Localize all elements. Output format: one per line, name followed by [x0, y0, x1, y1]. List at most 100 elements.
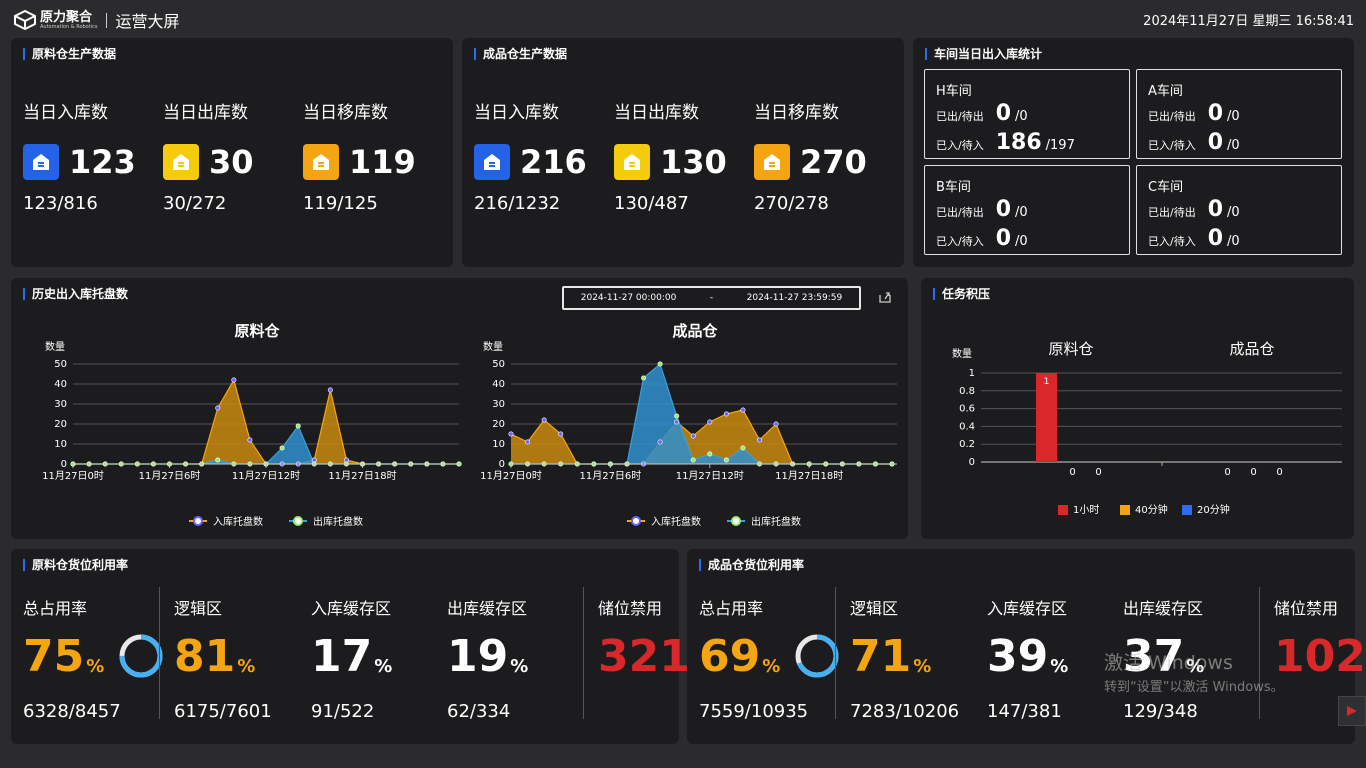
donut-ring-chart	[795, 634, 839, 678]
in-label: 已入/待入	[936, 235, 984, 248]
data-point	[215, 405, 221, 411]
data-point	[279, 445, 285, 451]
legend-label: 1小时	[1073, 504, 1099, 516]
y-axis-label: 数量	[45, 340, 65, 353]
util-ratio: 91/522	[311, 701, 375, 722]
stat-card: 当日入库数 216 216/1232	[474, 98, 614, 214]
x-tick-label: 11月27日18时	[775, 470, 843, 482]
backlog-chart: 数量 0 0.2 0.4 0.6 0.8 1 原料仓 1 0 0 成品仓 0 0 0 1小时 40分钟 20分钟	[952, 340, 1342, 516]
in-label: 已入/待入	[1148, 235, 1196, 248]
util-ratio: 7283/10206	[850, 701, 960, 722]
stat-value: 123	[69, 143, 136, 181]
export-icon[interactable]	[878, 290, 892, 304]
util-label: 入库缓存区	[987, 599, 1068, 618]
panel-title: 成品仓货位利用率	[699, 559, 804, 571]
stat-ratio: 216/1232	[474, 193, 561, 214]
stat-label: 当日入库数	[474, 103, 559, 123]
util-percent: 69	[699, 631, 761, 682]
data-point	[723, 457, 729, 463]
data-point	[247, 437, 253, 443]
util-ratio: 7559/10935	[699, 701, 809, 722]
util-label: 总占用率	[699, 599, 764, 618]
data-point	[558, 431, 564, 437]
percent-sign: %	[374, 656, 393, 677]
legend-marker	[293, 516, 303, 526]
legend-marker	[631, 516, 641, 526]
legend-label: 入库托盘数	[651, 515, 701, 528]
util-logic: 逻辑区 81% 6175/7601	[174, 595, 272, 722]
workshop-name: A车间	[1148, 84, 1183, 99]
stat-card: 当日入库数 123 123/816	[23, 98, 163, 214]
data-point	[756, 437, 762, 443]
y-tick-label: 0	[969, 457, 975, 468]
y-tick-label: 10	[492, 439, 505, 450]
util-percent: 81	[174, 631, 236, 682]
logo-subtitle: Automation & Robotics	[40, 23, 98, 30]
percent-sign: %	[510, 656, 529, 677]
legend-label: 出库托盘数	[751, 515, 801, 528]
donut-fill	[119, 634, 163, 678]
util-percent: 19	[447, 631, 509, 682]
legend-marker	[731, 516, 741, 526]
brand-logo: 原力聚合 Automation & Robotics 运营大屏	[14, 8, 179, 32]
date-end[interactable]: 2024-11-27 23:59:59	[746, 293, 843, 303]
stat-label: 当日移库数	[303, 103, 388, 123]
util-disabled: 储位禁用 321	[598, 595, 690, 679]
in-total: /197	[1045, 138, 1075, 153]
current-datetime: 2024年11月27日 星期三 16:58:41	[1143, 14, 1354, 29]
bar-value-label: 0	[1224, 467, 1230, 478]
util-out: 出库缓存区 37% 129/348	[1123, 595, 1204, 722]
flag-icon	[1347, 706, 1357, 716]
util-percent: 75	[23, 631, 85, 682]
util-ratio: 62/334	[447, 701, 511, 722]
top-header: 原力聚合 Automation & Robotics 运营大屏 2024年11月…	[0, 0, 1366, 38]
stat-value: 130	[660, 143, 727, 181]
stat-card: 当日出库数 30 30/272	[163, 98, 303, 214]
in-done: 0	[1207, 130, 1224, 155]
x-tick-label: 11月27日6时	[579, 470, 641, 482]
util-label: 储位禁用	[598, 599, 663, 618]
backlog-panel: 任务积压 数量 0 0.2 0.4 0.6 0.8 1 原料仓 1 0 0 成品仓 0 0 0 1小时 40分钟…	[921, 278, 1354, 539]
finished-production-panel: 成品仓生产数据 当日入库数 216 216/1232 当日出库数 130 130/487 当…	[462, 38, 904, 267]
logo-name: 原力聚合	[40, 9, 93, 25]
data-point	[641, 375, 647, 381]
util-label: 逻辑区	[850, 599, 899, 618]
finished-utilization-panel: 成品仓货位利用率 总占用率 69% 7559/10935 逻辑区 71% 7283/102…	[687, 549, 1366, 744]
data-point	[541, 417, 547, 423]
raw-production-panel: 原料仓生产数据 当日入库数 123 123/816 当日出库数 30 30/272 当日移库…	[11, 38, 453, 267]
disabled-count: 102	[1274, 631, 1366, 682]
stat-value: 270	[800, 143, 867, 181]
workshop-name: C车间	[1148, 180, 1184, 195]
data-point	[707, 451, 713, 457]
category-label: 原料仓	[1048, 340, 1093, 358]
util-in: 入库缓存区 39% 147/381	[987, 595, 1068, 722]
data-point	[723, 411, 729, 417]
x-tick-label: 11月27日12时	[676, 470, 744, 482]
percent-sign: %	[1186, 656, 1205, 677]
percent-sign: %	[913, 656, 932, 677]
percent-sign: %	[86, 656, 105, 677]
in-total: /0	[1227, 234, 1240, 249]
floating-action-button[interactable]	[1338, 696, 1366, 726]
util-ratio: 6175/7601	[174, 701, 272, 722]
stat-ratio: 123/816	[23, 193, 98, 214]
workshop-card: H车间 已出/待出 0/0 已入/待入 186/197	[924, 69, 1130, 159]
panel-title: 原料仓货位利用率	[23, 559, 128, 571]
warehouse-move-icon	[754, 144, 790, 180]
warehouse-out-icon	[614, 144, 650, 180]
logo-divider	[106, 12, 108, 28]
panel-title: 原料仓生产数据	[23, 48, 116, 60]
bar-value-label: 0	[1276, 467, 1282, 478]
y-tick-label: 20	[492, 419, 505, 430]
out-done: 0	[995, 101, 1012, 126]
y-tick-label: 0	[61, 459, 67, 470]
stat-ratio: 130/487	[614, 193, 689, 214]
chart-title: 成品仓	[672, 322, 718, 340]
util-percent: 37	[1123, 631, 1185, 682]
warehouse-in-icon	[474, 144, 510, 180]
date-start[interactable]: 2024-11-27 00:00:00	[580, 293, 677, 303]
data-point	[327, 387, 333, 393]
date-range-picker[interactable]: 2024-11-27 00:00:00 - 2024-11-27 23:59:5…	[562, 286, 861, 310]
